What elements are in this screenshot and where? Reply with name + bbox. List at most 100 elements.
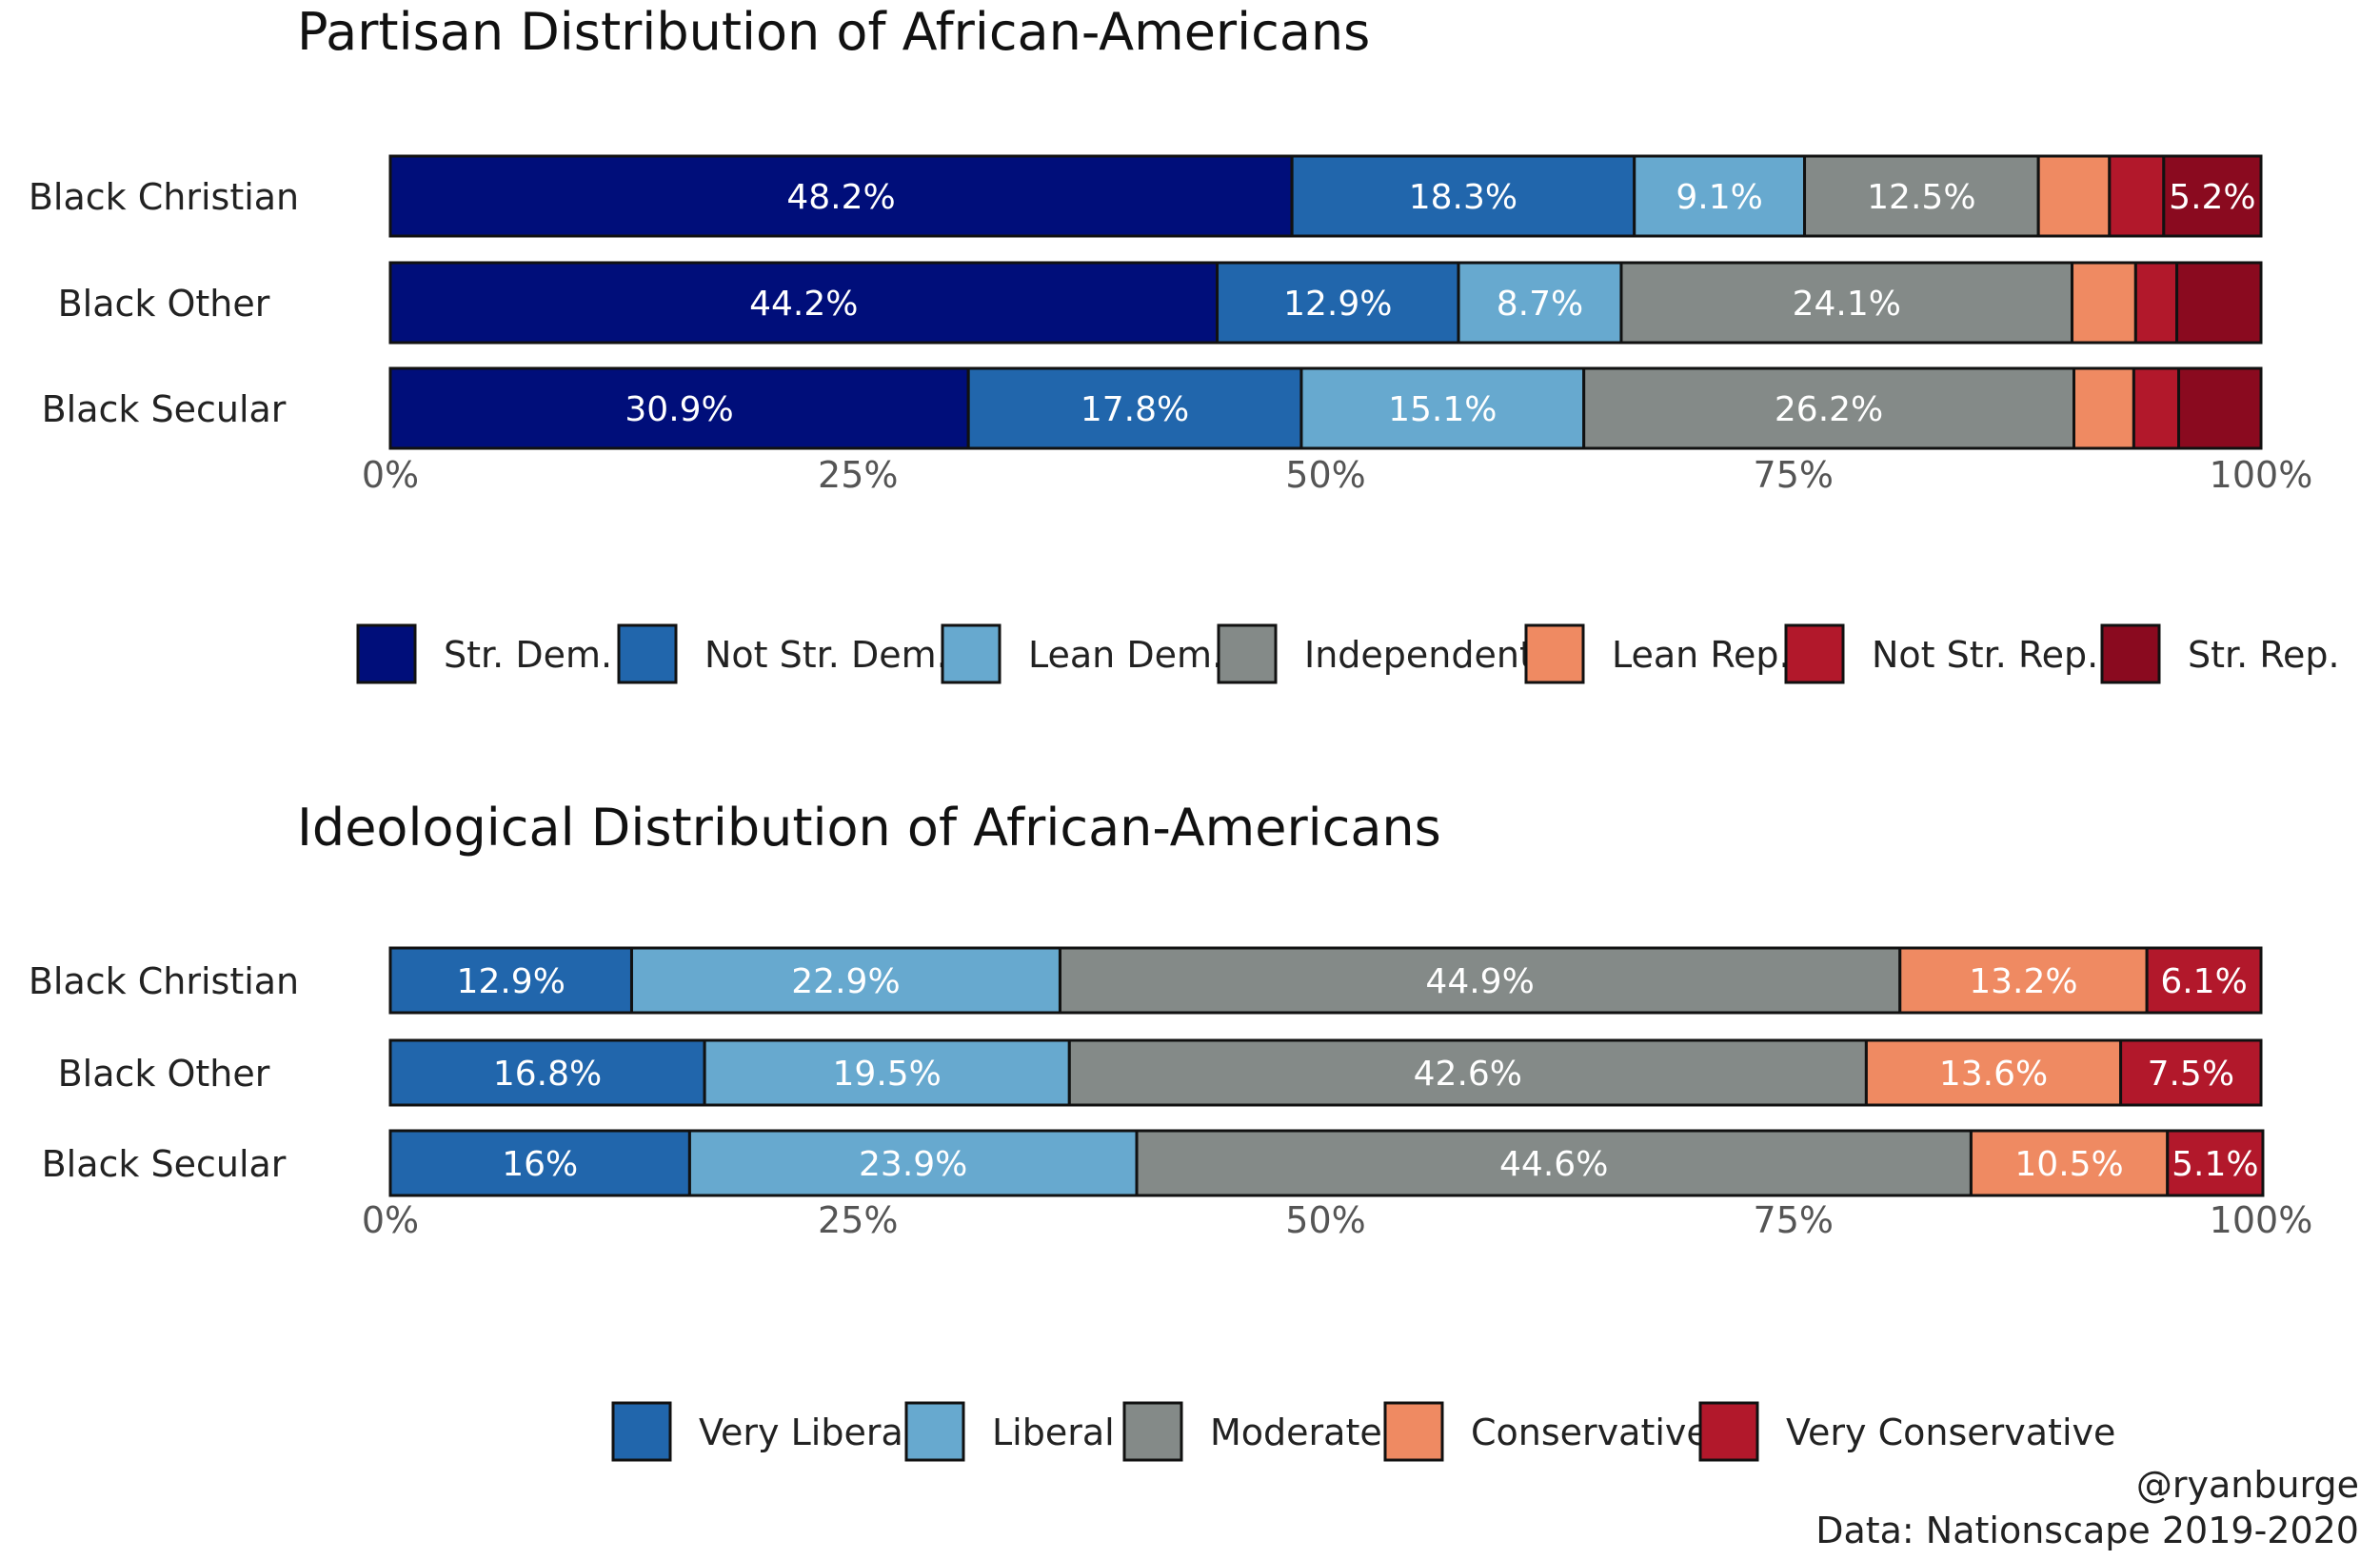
ideology-bar-r1-s0 [388, 1038, 706, 1107]
ideology-data-label-r1-s1: 19.5% [833, 1055, 942, 1094]
partisan-legend-swatch-6 [2100, 623, 2161, 684]
partisan-legend-swatch-5 [1784, 623, 1845, 684]
ideology-data-label-r1-s4: 7.5% [2148, 1055, 2234, 1094]
partisan-data-label-r0-s3: 12.5% [1867, 178, 1975, 217]
caption-handle: @ryanburge [2135, 1464, 2359, 1506]
caption-source: Data: Nationscape 2019-2020 [1815, 1510, 2359, 1551]
ideology-bar-r1-s1 [703, 1038, 1071, 1107]
ideology-legend-label-1: Liberal [992, 1412, 1115, 1453]
ideology-legend-swatch-4 [1698, 1401, 1759, 1462]
ideology-legend-swatch-3 [1383, 1401, 1444, 1462]
partisan-bar-r1-s6 [2175, 261, 2263, 345]
partisan-bar-r0-s2 [1633, 154, 1807, 238]
partisan-data-label-r1-s2: 8.7% [1497, 285, 1583, 324]
ideology-bar-r1-s3 [1864, 1038, 2123, 1107]
partisan-data-label-r0-s0: 48.2% [786, 178, 895, 217]
partisan-bar-r1-s3 [1619, 261, 2074, 345]
partisan-bar-r1-s2 [1457, 261, 1623, 345]
ideology-data-label-r0-s3: 13.2% [1969, 962, 2077, 1001]
ideology-x-tick-label-4: 100% [2210, 1199, 2313, 1241]
partisan-x-tick-label-2: 50% [1285, 454, 1365, 496]
ideology-x-tick-label-3: 75% [1754, 1199, 1834, 1241]
partisan-chart-title: Partisan Distribution of African-America… [297, 2, 1371, 62]
partisan-category-label-1: Black Other [58, 283, 270, 325]
partisan-bar-r1-s1 [1216, 261, 1460, 345]
ideology-bar-r0-s3 [1898, 946, 2149, 1015]
ideology-bar-r0-s4 [2145, 946, 2263, 1015]
partisan-legend-label-4: Lean Rep. [1612, 634, 1791, 676]
partisan-legend-label-2: Lean Dem. [1028, 634, 1223, 676]
partisan-bar-r0-s4 [2036, 154, 2112, 238]
partisan-bar-r2-s2 [1299, 366, 1586, 450]
ideology-x-tick-label-2: 50% [1285, 1199, 1365, 1241]
partisan-legend-swatch-0 [356, 623, 417, 684]
partisan-category-label-0: Black Christian [29, 176, 299, 218]
partisan-legend-label-5: Not Str. Rep. [1872, 634, 2098, 676]
partisan-legend-swatch-1 [617, 623, 678, 684]
ideology-data-label-r1-s2: 42.6% [1414, 1055, 1522, 1094]
partisan-data-label-r1-s0: 44.2% [749, 285, 858, 324]
partisan-bar-r1-s0 [388, 261, 1220, 345]
ideology-x-tick-label-1: 25% [818, 1199, 898, 1241]
partisan-bar-r2-s6 [2177, 366, 2263, 450]
ideology-data-label-r1-s3: 13.6% [1939, 1055, 2048, 1094]
partisan-legend-label-6: Str. Rep. [2188, 634, 2340, 676]
partisan-bar-r2-s5 [2132, 366, 2181, 450]
partisan-x-tick-label-3: 75% [1754, 454, 1834, 496]
ideology-category-label-1: Black Other [58, 1053, 270, 1095]
partisan-legend-label-1: Not Str. Dem. [704, 634, 948, 676]
ideology-data-label-r0-s4: 6.1% [2160, 962, 2247, 1001]
partisan-bar-r1-s4 [2071, 261, 2137, 345]
ideology-data-label-r0-s1: 22.9% [791, 962, 900, 1001]
ideology-data-label-r2-s4: 5.1% [2172, 1145, 2258, 1184]
ideology-chart-title: Ideological Distribution of African-Amer… [297, 798, 1441, 858]
partisan-legend-label-3: Independent [1304, 634, 1534, 676]
partisan-data-label-r2-s0: 30.9% [625, 390, 733, 429]
partisan-bar-r1-s5 [2133, 261, 2179, 345]
partisan-bar-r0-s5 [2108, 154, 2166, 238]
ideology-data-label-r2-s1: 23.9% [859, 1145, 967, 1184]
ideology-data-label-r2-s0: 16% [502, 1145, 578, 1184]
ideology-data-label-r2-s3: 10.5% [2014, 1145, 2123, 1184]
partisan-bar-r0-s6 [2162, 154, 2263, 238]
partisan-x-tick-label-0: 0% [362, 454, 419, 496]
partisan-bar-r0-s1 [1290, 154, 1636, 238]
ideology-bar-r1-s4 [2119, 1038, 2263, 1107]
partisan-data-label-r0-s2: 9.1% [1676, 178, 1762, 217]
ideology-legend-label-2: Moderate [1210, 1412, 1382, 1453]
ideology-legend-swatch-2 [1122, 1401, 1183, 1462]
partisan-x-tick-label-1: 25% [818, 454, 898, 496]
ideology-data-label-r1-s0: 16.8% [493, 1055, 602, 1094]
ideology-legend-swatch-0 [611, 1401, 672, 1462]
partisan-data-label-r0-s1: 18.3% [1409, 178, 1517, 217]
ideology-bar-r0-s0 [388, 946, 633, 1015]
ideology-legend-label-3: Conservative [1471, 1412, 1709, 1453]
ideology-category-label-2: Black Secular [42, 1143, 287, 1185]
ideology-data-label-r0-s0: 12.9% [457, 962, 565, 1001]
partisan-legend-swatch-3 [1217, 623, 1278, 684]
partisan-x-tick-label-4: 100% [2210, 454, 2313, 496]
partisan-category-label-2: Black Secular [42, 388, 287, 430]
partisan-data-label-r2-s1: 17.8% [1081, 390, 1189, 429]
partisan-bar-r0-s0 [388, 154, 1294, 238]
ideology-x-tick-label-0: 0% [362, 1199, 419, 1241]
partisan-bar-r2-s4 [2073, 366, 2135, 450]
partisan-legend-swatch-4 [1524, 623, 1585, 684]
ideology-category-label-0: Black Christian [29, 960, 299, 1002]
partisan-bar-r2-s3 [1582, 366, 2076, 450]
partisan-legend-label-0: Str. Dem. [444, 634, 612, 676]
ideology-bar-r0-s2 [1058, 946, 1902, 1015]
partisan-data-label-r2-s3: 26.2% [1775, 390, 1883, 429]
ideology-bar-r2-s3 [1969, 1129, 2170, 1197]
ideology-legend-swatch-1 [904, 1401, 965, 1462]
partisan-legend-swatch-2 [941, 623, 1002, 684]
ideology-legend-label-0: Very Liberal [699, 1412, 913, 1453]
partisan-data-label-r1-s3: 24.1% [1793, 285, 1901, 324]
ideology-bar-r2-s1 [687, 1129, 1139, 1197]
partisan-bar-r2-s0 [388, 366, 970, 450]
partisan-data-label-r0-s6: 5.2% [2169, 178, 2255, 217]
ideology-data-label-r2-s2: 44.6% [1499, 1145, 1608, 1184]
ideology-bar-r1-s2 [1067, 1038, 1868, 1107]
